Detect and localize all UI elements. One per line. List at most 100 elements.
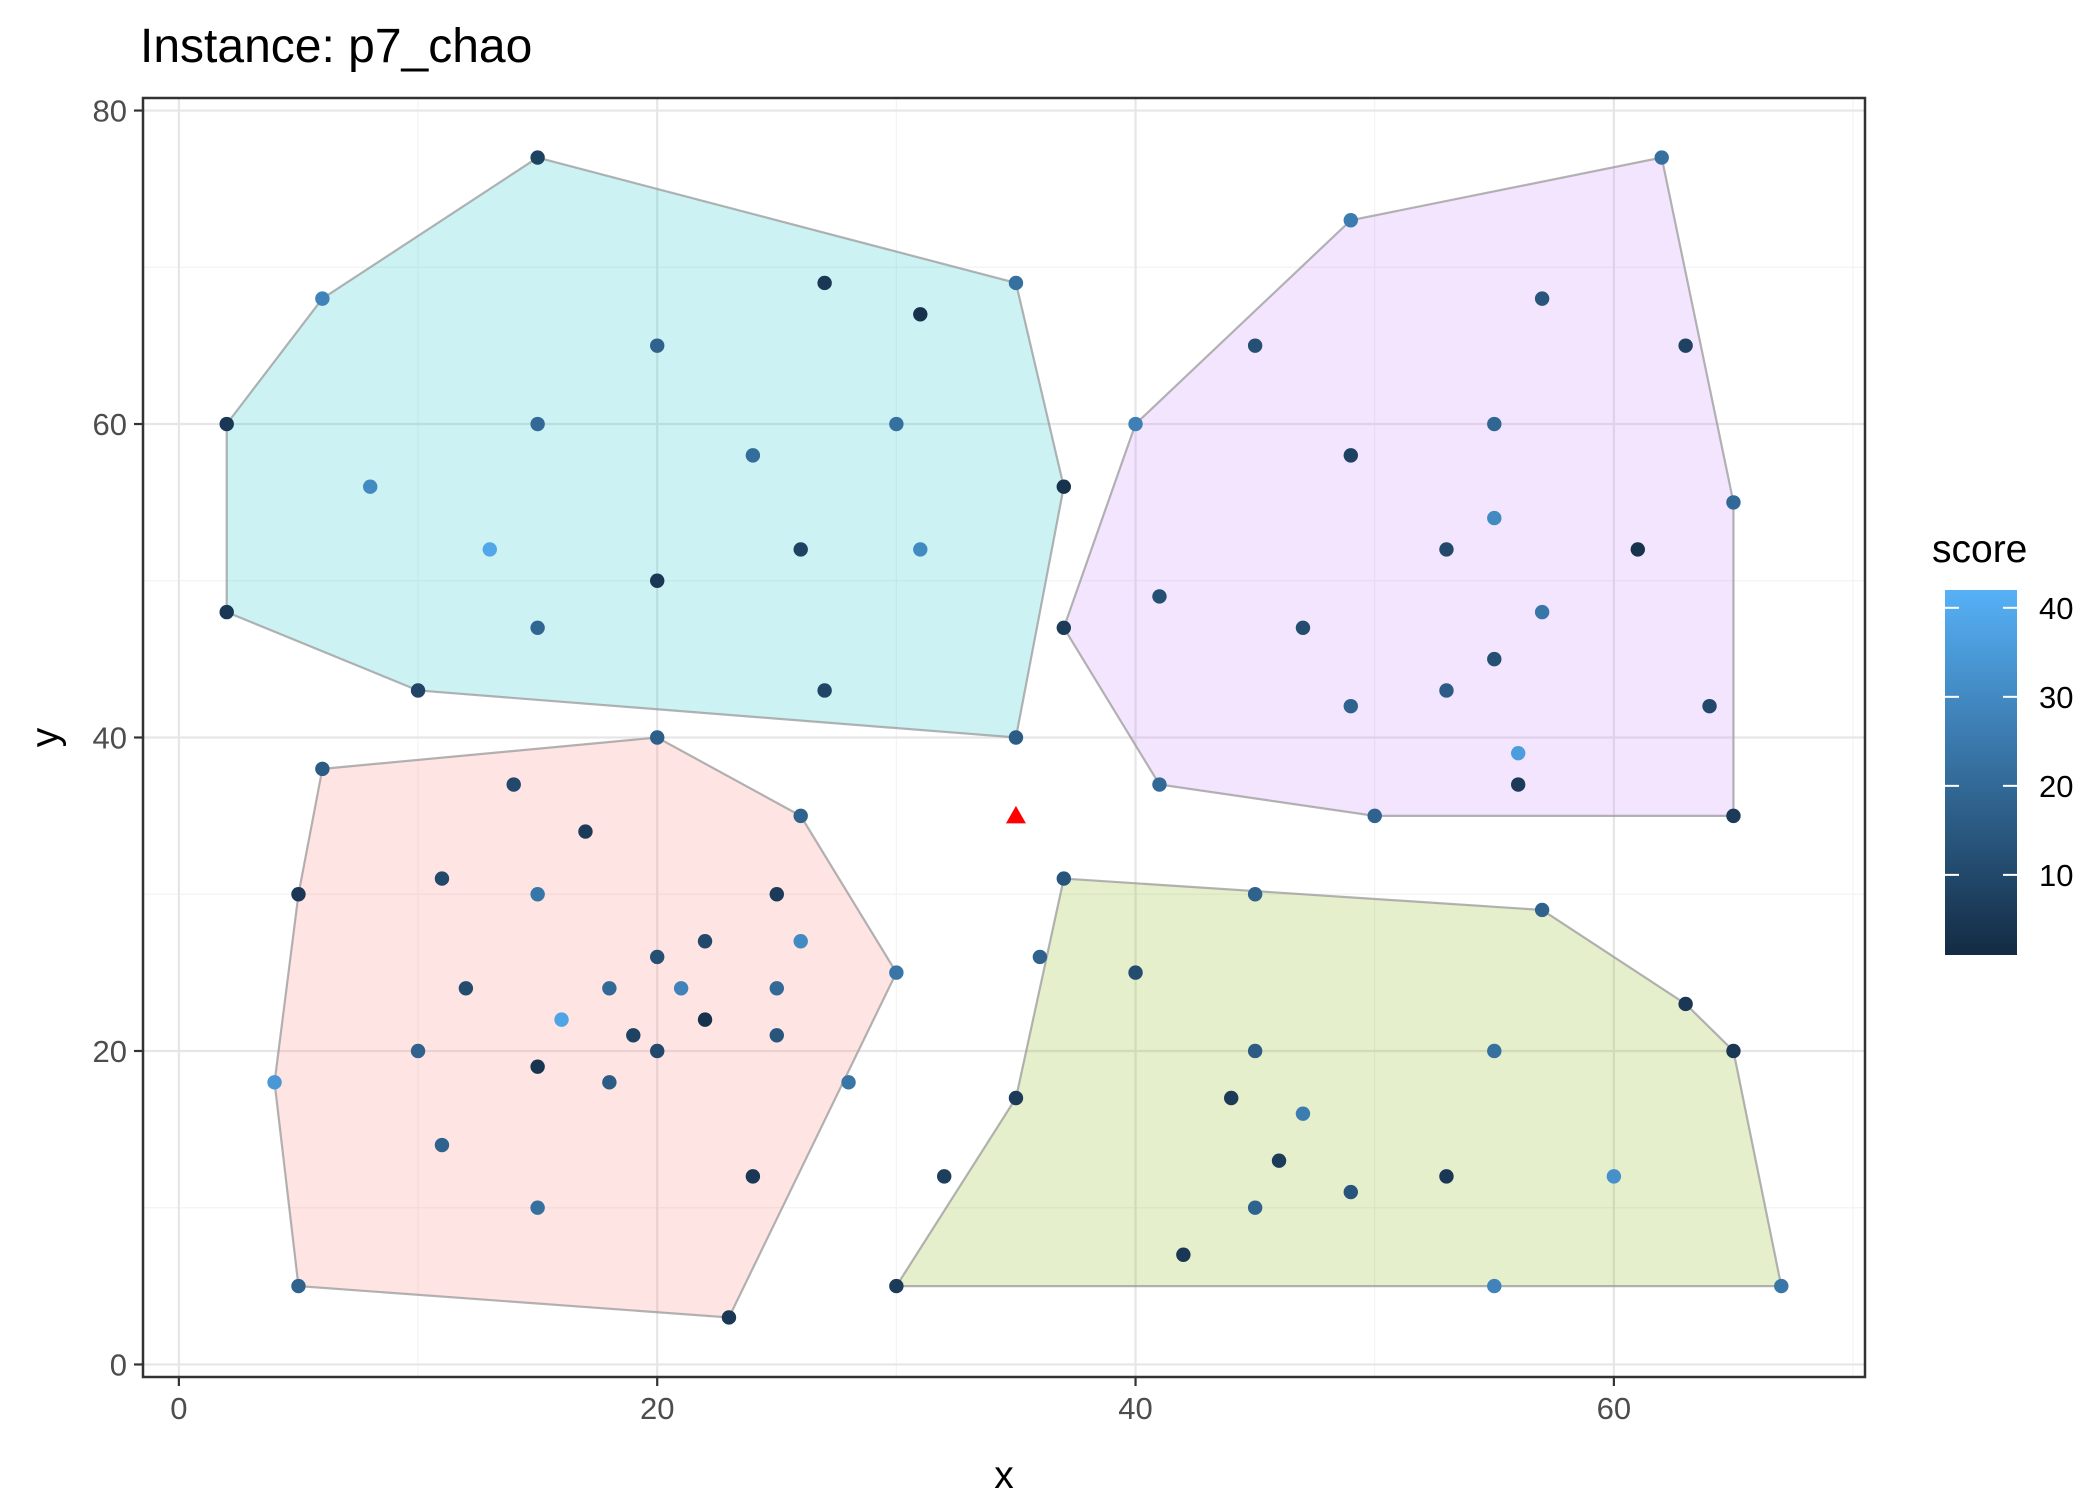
- customer-point: [1630, 542, 1645, 557]
- legend-title: score: [1932, 528, 2027, 571]
- customer-point: [1726, 495, 1741, 510]
- customer-point: [889, 416, 904, 432]
- customer-point: [602, 981, 617, 996]
- x-tick-label: 0: [170, 1391, 187, 1426]
- customer-point: [650, 1043, 665, 1059]
- customer-point: [913, 542, 928, 557]
- y-axis-label: y: [24, 727, 67, 747]
- customer-point: [1678, 338, 1693, 353]
- customer-point: [315, 761, 330, 777]
- customer-point: [1511, 777, 1526, 792]
- customer-point: [554, 1012, 569, 1027]
- customer-point: [530, 416, 545, 432]
- customer-point: [1271, 1153, 1287, 1168]
- customer-point: [1606, 1169, 1622, 1184]
- customer-point: [1678, 996, 1693, 1012]
- customer-point: [1247, 1200, 1263, 1215]
- legend-tick-label: 20: [2039, 769, 2073, 804]
- customer-point: [1032, 949, 1048, 965]
- customer-point: [291, 887, 306, 902]
- customer-point: [530, 887, 545, 902]
- customer-point: [410, 1043, 426, 1059]
- customer-point: [889, 1278, 904, 1294]
- legend-tick-label: 40: [2039, 591, 2073, 626]
- customer-point: [697, 1012, 713, 1027]
- customer-point: [363, 479, 378, 494]
- customer-point: [434, 871, 450, 886]
- customer-point: [913, 307, 928, 322]
- customer-point: [1439, 683, 1454, 698]
- x-axis: 0 20 40 60: [170, 1377, 1631, 1426]
- customer-point: [1534, 902, 1550, 918]
- customer-point: [673, 981, 689, 996]
- customer-point: [1343, 213, 1358, 228]
- y-tick-label: 60: [93, 407, 127, 442]
- customer-point: [697, 934, 713, 949]
- customer-point: [1774, 1278, 1789, 1294]
- y-tick-label: 40: [93, 721, 127, 756]
- customer-point: [1247, 338, 1263, 353]
- customer-point: [817, 683, 832, 698]
- customer-point: [889, 965, 904, 980]
- x-axis-label: x: [994, 1454, 1014, 1497]
- customer-point: [1247, 1043, 1263, 1059]
- legend-tick-label: 10: [2039, 858, 2073, 893]
- legend-colorbar: [1945, 590, 2017, 955]
- customer-point: [793, 808, 808, 824]
- customer-point: [1487, 1043, 1502, 1059]
- cluster-hull-4: [894, 877, 1783, 1288]
- customer-point: [1367, 808, 1382, 824]
- customer-point: [1654, 150, 1669, 165]
- customer-point: [530, 620, 545, 635]
- x-tick-label: 40: [1118, 1391, 1152, 1426]
- y-tick-label: 20: [93, 1034, 127, 1069]
- customer-point: [650, 573, 665, 588]
- color-legend: score 10 20 30 40: [1932, 528, 2073, 955]
- customer-point: [721, 1310, 737, 1325]
- customer-point: [793, 934, 808, 949]
- plot-panel: [143, 98, 1865, 1377]
- customer-point: [1439, 1169, 1454, 1184]
- customer-point: [1056, 479, 1071, 494]
- customer-point: [1511, 745, 1526, 761]
- customer-point: [1008, 730, 1024, 745]
- y-tick-label: 80: [93, 94, 127, 129]
- customer-point: [315, 291, 330, 306]
- depot-marker: [1005, 805, 1026, 824]
- customer-point: [1295, 620, 1311, 635]
- customer-point: [1726, 808, 1741, 824]
- customer-point: [1056, 871, 1071, 886]
- customer-point: [769, 981, 784, 996]
- customer-point: [1128, 416, 1143, 432]
- x-tick-label: 60: [1597, 1391, 1631, 1426]
- customer-point: [530, 150, 545, 165]
- customer-point: [219, 416, 234, 432]
- customer-point: [626, 1028, 641, 1043]
- customer-point: [602, 1075, 617, 1090]
- customer-point: [1247, 887, 1263, 902]
- customer-point: [1295, 1106, 1311, 1121]
- customer-point: [1487, 1278, 1502, 1294]
- customer-point: [1224, 1090, 1239, 1106]
- customer-point: [291, 1278, 306, 1294]
- customer-point: [1343, 448, 1358, 463]
- customer-point: [434, 1137, 450, 1153]
- customer-point: [1128, 965, 1143, 980]
- y-tick-label: 0: [110, 1347, 127, 1382]
- customer-point: [530, 1059, 545, 1074]
- customer-point: [1487, 651, 1502, 667]
- customer-point: [1176, 1247, 1191, 1262]
- customer-point: [937, 1169, 952, 1184]
- y-axis: 0 20 40 60 80: [93, 94, 143, 1382]
- customer-point: [1008, 275, 1024, 291]
- customer-point: [1487, 416, 1502, 432]
- customer-point: [841, 1075, 856, 1090]
- customer-point: [267, 1075, 282, 1090]
- customer-point: [482, 542, 497, 557]
- chart-title: Instance: p7_chao: [140, 20, 532, 73]
- customer-point: [1343, 1184, 1358, 1200]
- customer-point: [745, 448, 761, 463]
- customer-point: [793, 542, 808, 557]
- customer-point: [650, 730, 665, 745]
